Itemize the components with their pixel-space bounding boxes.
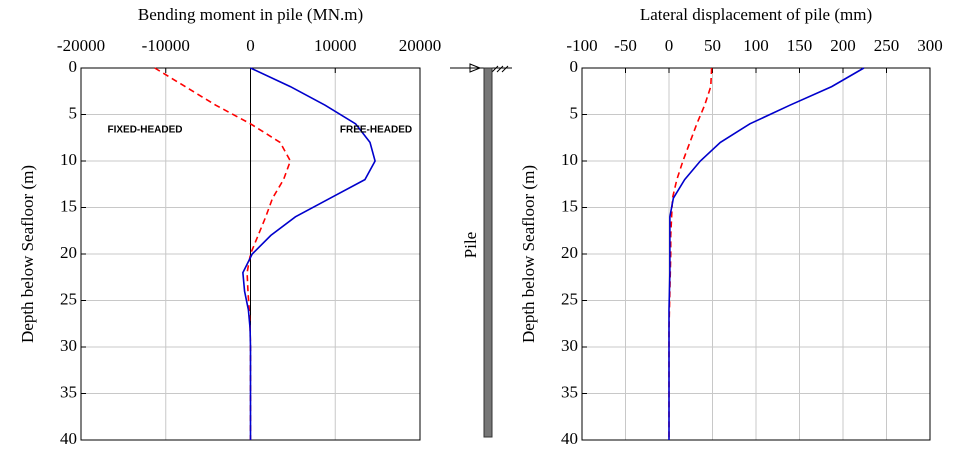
y-tick-label: 15 — [561, 196, 578, 215]
x-tick-label: 0 — [665, 36, 674, 55]
y-tick-label: 40 — [561, 429, 578, 448]
y-tick-label: 5 — [69, 103, 78, 122]
pile — [483, 67, 493, 438]
y-tick-label: 25 — [561, 289, 578, 308]
series-label: FIXED-HEADED — [107, 125, 182, 136]
x-tick-label: -20000 — [57, 36, 105, 55]
x-tick-label: 20000 — [399, 36, 442, 55]
series-label: FREE-HEADED — [340, 125, 412, 136]
line-series — [154, 67, 292, 440]
pile-label: Pile — [461, 232, 480, 258]
plot-frame — [581, 67, 931, 441]
y-tick-label: 10 — [561, 150, 578, 169]
x-tick-label: 200 — [830, 36, 856, 55]
x-tick-label: 100 — [743, 36, 769, 55]
y-tick-label: 20 — [60, 243, 77, 262]
y-tick-label: 15 — [60, 196, 77, 215]
y-tick-label: 0 — [69, 57, 78, 76]
pile-diagram: Pile — [450, 63, 512, 438]
y-tick-label: 35 — [561, 382, 578, 401]
y-axis-label: Depth below Seafloor (m) — [519, 165, 538, 343]
x-tick-label: -100 — [566, 36, 597, 55]
y-tick-label: 10 — [60, 150, 77, 169]
y-tick-label: 5 — [570, 103, 579, 122]
y-tick-label: 40 — [60, 429, 77, 448]
y-tick-label: 30 — [561, 336, 578, 355]
x-tick-label: 0 — [246, 36, 255, 55]
y-tick-label: 0 — [570, 57, 579, 76]
y-axis-label: Depth below Seafloor (m) — [18, 165, 37, 343]
line-series — [668, 67, 865, 440]
y-tick-label: 30 — [60, 336, 77, 355]
y-tick-label: 35 — [60, 382, 77, 401]
x-tick-label: 10000 — [314, 36, 357, 55]
x-axis-label: Lateral displacement of pile (mm) — [640, 5, 872, 24]
x-axis-label: Bending moment in pile (MN.m) — [138, 5, 363, 24]
load-arrow — [469, 63, 482, 73]
x-tick-label: -10000 — [142, 36, 190, 55]
soil-hatch — [491, 65, 509, 73]
x-tick-label: 150 — [787, 36, 813, 55]
x-tick-label: 300 — [917, 36, 943, 55]
y-tick-label: 20 — [561, 243, 578, 262]
line-series — [242, 67, 376, 440]
x-tick-label: 250 — [874, 36, 900, 55]
y-tick-label: 25 — [60, 289, 77, 308]
x-tick-label: 50 — [704, 36, 721, 55]
x-tick-label: -50 — [614, 36, 637, 55]
